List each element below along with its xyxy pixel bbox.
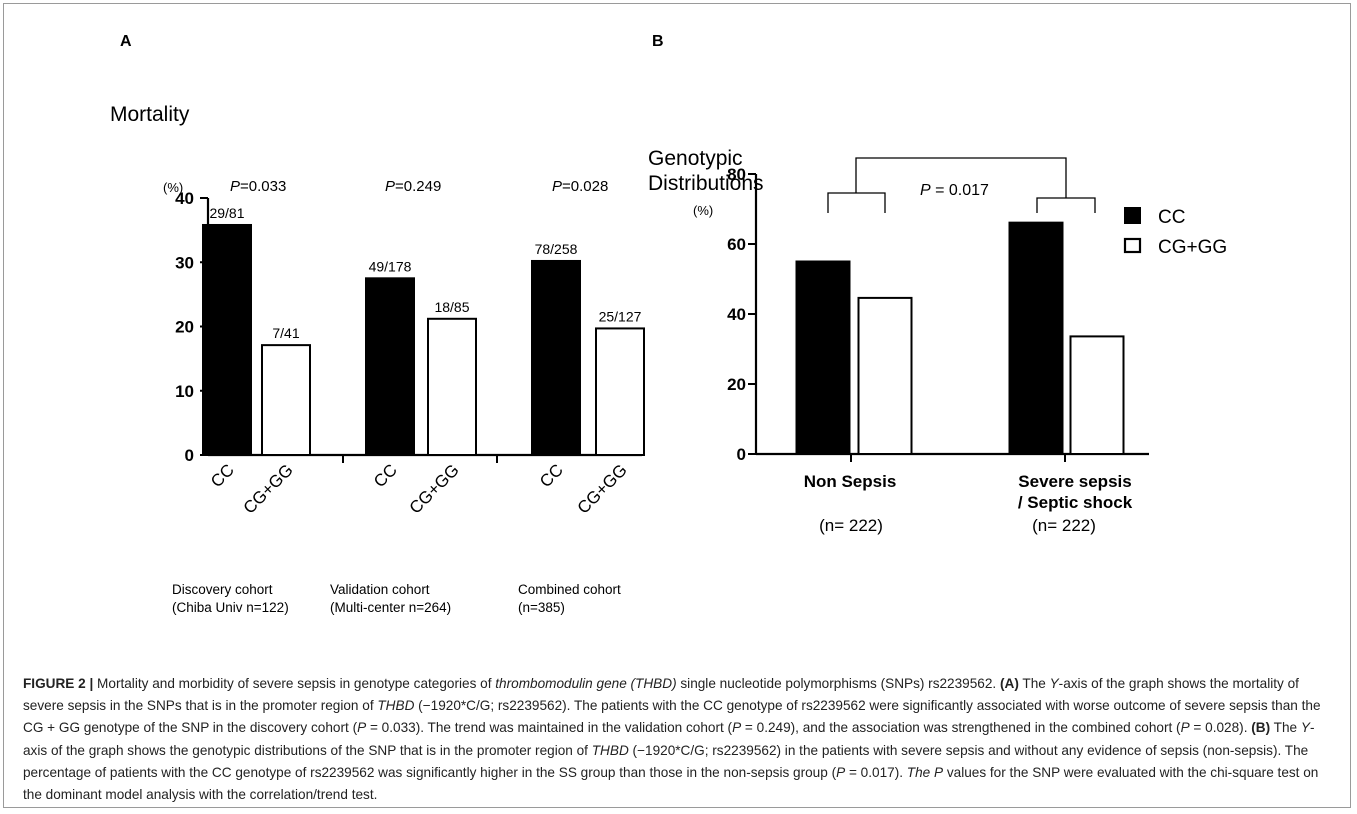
y-tick-label: 20 bbox=[727, 375, 746, 394]
y-tick-label: 20 bbox=[175, 318, 194, 337]
caption-text: values for the SNP were evaluated with t… bbox=[23, 764, 1319, 803]
panel-a-p-values: P=0.033 P=0.249 P=0.028 bbox=[230, 178, 608, 195]
caption-text: -axis of the graph shows the genotypic d… bbox=[23, 720, 1315, 758]
caption-text: = 0.249), and the association was streng… bbox=[741, 720, 1181, 736]
panel-b-title-line1: Genotypic bbox=[648, 147, 743, 170]
bar-cg-gg bbox=[427, 317, 477, 457]
bar-cg-gg bbox=[261, 344, 311, 457]
caption-text: (−1920*C/G; rs2239562) in the patients w… bbox=[23, 742, 1309, 780]
panel-a-chart: A Mortality (%) 0 10 20 30 40 29/81 CC 7/41 CG+… bbox=[110, 33, 645, 615]
caption-p-symbol: The P bbox=[906, 764, 944, 780]
p-value-discovery: P=0.033 bbox=[230, 178, 286, 195]
x-category-label: CG+GG bbox=[574, 460, 631, 517]
cohort-validation-line2: (Multi-center n=264) bbox=[330, 600, 451, 615]
caption-figure-label: FIGURE 2 | bbox=[23, 676, 94, 691]
caption-text: single nucleotide polymorphisms (SNPs) r… bbox=[676, 676, 1000, 691]
p-value-combined: P=0.028 bbox=[552, 178, 608, 195]
figure-caption: FIGURE 2 | Mortality and morbidity of se… bbox=[23, 673, 1338, 806]
bar-cc bbox=[795, 260, 851, 455]
x-category-label: CG+GG bbox=[406, 460, 463, 517]
bar-cc bbox=[531, 259, 581, 456]
data-label: 18/85 bbox=[434, 299, 469, 315]
caption-panel-a-ref: (A) bbox=[999, 676, 1019, 691]
p-value-validation: P=0.249 bbox=[385, 178, 441, 195]
y-tick-label: 60 bbox=[727, 235, 746, 254]
panel-b-y-unit: (%) bbox=[693, 203, 713, 218]
y-tick-label: 30 bbox=[175, 253, 194, 272]
caption-text: = 0.033). The trend was maintained in th… bbox=[366, 720, 733, 736]
figure-charts: A Mortality (%) 0 10 20 30 40 29/81 CC 7/41 CG+… bbox=[110, 33, 1227, 615]
y-tick-label: 80 bbox=[727, 165, 746, 184]
caption-panel-b-ref: (B) bbox=[1251, 720, 1271, 736]
panel-a-label: A bbox=[120, 33, 132, 50]
panel-b-bars bbox=[795, 221, 1125, 455]
group-label-non-sepsis: Non Sepsis bbox=[804, 472, 897, 491]
caption-text: = 0.017). bbox=[845, 764, 907, 780]
panel-b-legend: CC CG+GG bbox=[1123, 207, 1227, 258]
legend-swatch-cg-gg bbox=[1123, 237, 1142, 254]
bar-cc bbox=[202, 223, 252, 456]
caption-text: Mortality and morbidity of severe sepsis… bbox=[93, 676, 496, 691]
y-tick-label: 0 bbox=[185, 446, 194, 465]
legend-label-cc: CC bbox=[1158, 207, 1185, 228]
bar-cg-gg bbox=[857, 296, 913, 455]
panel-b-label: B bbox=[652, 33, 664, 50]
data-label: 7/41 bbox=[272, 325, 299, 341]
caption-p-symbol: P bbox=[732, 720, 742, 736]
panel-b-p-value: P = 0.017 bbox=[920, 182, 989, 199]
significance-bracket bbox=[827, 157, 1096, 213]
bracket-top bbox=[855, 157, 1067, 198]
x-category-label: CC bbox=[536, 460, 567, 491]
x-category-label: CC bbox=[370, 460, 401, 491]
bar-cc bbox=[365, 277, 415, 456]
cohort-discovery-line2: (Chiba Univ n=122) bbox=[172, 600, 289, 615]
bar-cc bbox=[1008, 221, 1064, 455]
y-tick-label: 40 bbox=[175, 189, 194, 208]
bar-cg-gg bbox=[1069, 335, 1125, 455]
panel-a-title: Mortality bbox=[110, 103, 190, 126]
panel-b-title-line2: Distributions bbox=[648, 172, 764, 195]
caption-p-symbol: P bbox=[836, 764, 846, 780]
panel-a-cohort-labels: Discovery cohort (Chiba Univ n=122) Vali… bbox=[172, 582, 621, 615]
group-label-severe-sepsis-line1: Severe sepsis bbox=[1018, 472, 1131, 491]
figure-frame bbox=[3, 3, 1351, 808]
data-label: 49/178 bbox=[369, 258, 412, 274]
panel-a-bars: 29/81 CC 7/41 CG+GG 49/178 CC 18/85 CG+GG 78/258… bbox=[202, 205, 645, 518]
panel-b-chart: B Genotypic Distributions (%) P = 0.017 … bbox=[648, 33, 1227, 535]
panel-b-group-labels: Non Sepsis Severe sepsis / Septic shock … bbox=[804, 472, 1133, 535]
caption-axis-ref: Y bbox=[1300, 720, 1310, 736]
x-category-label: CC bbox=[207, 460, 238, 491]
group-label-severe-sepsis-line2: / Septic shock bbox=[1018, 493, 1133, 512]
group-n-non-sepsis: (n= 222) bbox=[819, 516, 883, 535]
caption-p-symbol: P bbox=[1180, 720, 1190, 736]
caption-gene-name: thrombomodulin gene (THBD) bbox=[495, 676, 677, 691]
data-label: 78/258 bbox=[535, 241, 578, 257]
cohort-discovery-line1: Discovery cohort bbox=[172, 582, 273, 597]
bracket-severe-sepsis bbox=[1036, 197, 1096, 213]
panel-a-y-unit: (%) bbox=[163, 180, 183, 195]
cohort-validation-line1: Validation cohort bbox=[330, 582, 430, 597]
caption-text: = 0.028). bbox=[1189, 720, 1252, 736]
caption-text: -axis of the graph shows the mortality o… bbox=[23, 676, 1299, 714]
caption-p-symbol: P bbox=[357, 720, 367, 736]
y-tick-label: 0 bbox=[737, 445, 746, 464]
data-label: 29/81 bbox=[209, 205, 244, 221]
bar-cg-gg bbox=[595, 327, 645, 456]
y-tick-label: 40 bbox=[727, 305, 746, 324]
y-tick-label: 10 bbox=[175, 382, 194, 401]
x-category-label: CG+GG bbox=[240, 460, 297, 517]
data-label: 25/127 bbox=[599, 308, 642, 324]
caption-text: The bbox=[1270, 720, 1301, 736]
caption-gene-ref: THBD bbox=[591, 742, 629, 758]
cohort-combined-line1: Combined cohort bbox=[518, 582, 621, 597]
legend-label-cg-gg: CG+GG bbox=[1158, 237, 1227, 258]
cohort-combined-line2: (n=385) bbox=[518, 600, 565, 615]
caption-text: (−1920*C/G; rs2239562). The patients wit… bbox=[23, 698, 1321, 736]
legend-swatch-cc bbox=[1124, 207, 1141, 224]
group-n-severe-sepsis: (n= 222) bbox=[1032, 516, 1096, 535]
caption-text: The bbox=[1018, 676, 1050, 691]
caption-axis-ref: Y bbox=[1049, 676, 1059, 691]
caption-gene-ref: THBD bbox=[377, 698, 415, 714]
bracket-non-sepsis bbox=[827, 192, 886, 213]
